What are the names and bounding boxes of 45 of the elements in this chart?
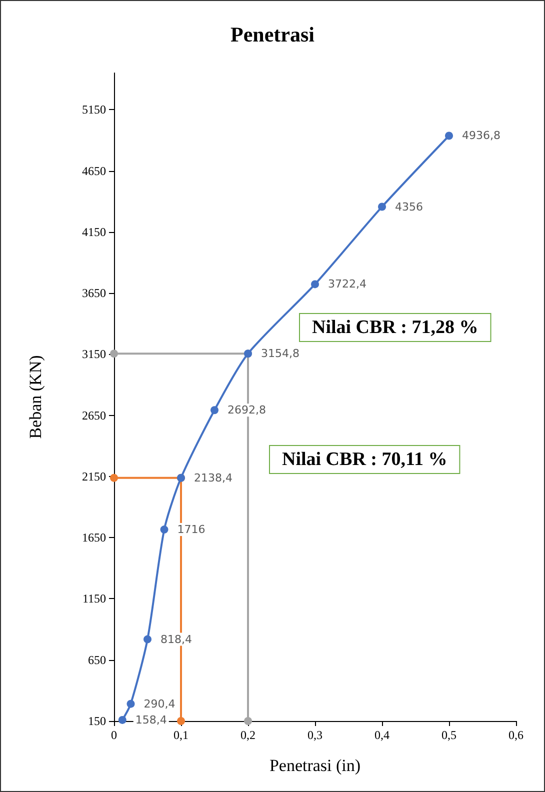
y-tick-label: 4150 <box>82 224 106 239</box>
y-tick-label: 150 <box>88 714 106 728</box>
point <box>110 474 118 482</box>
point <box>244 717 252 725</box>
annotation: Nilai CBR : 71,28 % <box>312 317 478 338</box>
data-label: 818,4 <box>160 632 192 646</box>
y-tick-label: 1150 <box>82 592 106 606</box>
y-axis-title: Beban (KN) <box>26 355 45 439</box>
point <box>118 716 126 724</box>
x-tick-label: 0,4 <box>374 728 390 742</box>
x-tick-label: 0,1 <box>174 728 188 742</box>
y-tick-label: 2150 <box>82 469 106 484</box>
data-label: 4356 <box>395 200 423 214</box>
annotation: Nilai CBR : 70,11 % <box>282 449 448 470</box>
x-tick-label: 0,5 <box>442 728 456 742</box>
data-label: 3154,8 <box>261 347 300 360</box>
y-tick-label: 1650 <box>82 530 106 545</box>
y-tick-label: 3650 <box>82 286 106 300</box>
point <box>126 700 135 708</box>
data-label: 2692,8 <box>228 404 266 417</box>
point <box>110 350 118 358</box>
x-axis-title: Penetrasi (in) <box>269 756 361 775</box>
point <box>445 132 453 140</box>
x-tick-label: 0,6 <box>508 728 524 742</box>
x-tick-label: 0,3 <box>308 728 322 742</box>
x-tick-label: 0 <box>111 728 117 742</box>
data-label: 290,4 <box>144 697 176 710</box>
point <box>378 202 386 211</box>
data-label: 3722,4 <box>328 278 366 291</box>
x-tick-label: 0,2 <box>240 728 256 742</box>
y-tick-label: 4650 <box>82 164 106 178</box>
y-tick-label: 2650 <box>82 408 106 422</box>
data-label: 2138,4 <box>194 471 232 484</box>
point <box>210 406 218 414</box>
point <box>177 717 185 725</box>
y-tick-label: 650 <box>88 652 106 667</box>
data-label: 158,4 <box>135 713 167 726</box>
data-label: 4936,8 <box>462 129 500 142</box>
data-label: 1716 <box>177 523 206 536</box>
chart-title: Penetrasi <box>230 22 315 46</box>
point <box>311 280 319 288</box>
y-tick-label: 5150 <box>82 102 106 117</box>
y-tick-label: 3150 <box>82 347 106 362</box>
point <box>144 635 152 644</box>
point <box>160 526 168 534</box>
